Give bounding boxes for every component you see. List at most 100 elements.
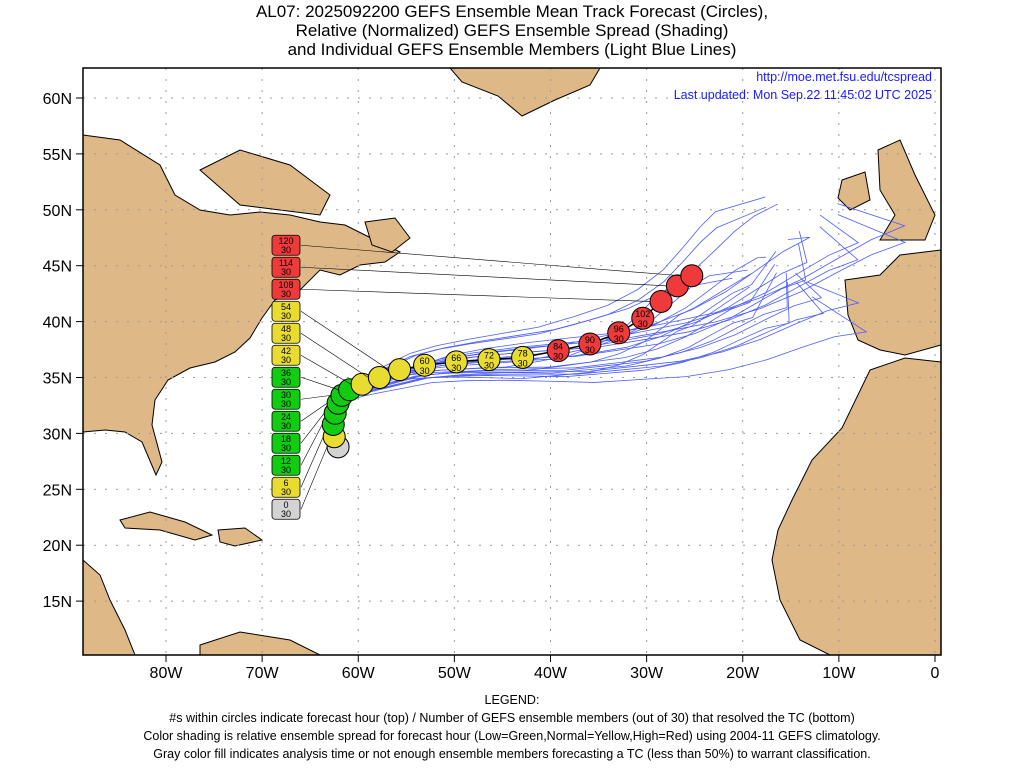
forecast-circle <box>367 366 391 389</box>
callout-swatch <box>271 476 301 498</box>
ensemble-member-line <box>330 269 748 448</box>
forecast-circle-fill <box>511 345 535 369</box>
member-count-label: 30 <box>553 352 563 362</box>
africa-land <box>771 357 941 655</box>
grid-lines <box>83 68 941 655</box>
lon-tick-label: 30W <box>630 665 664 682</box>
hispaniola-land <box>217 527 264 547</box>
axis-ticks: 80W 70W 60W 50W 40W 30W 20W 10W 0 60N 55N 50N 45N 40N… <box>43 91 940 682</box>
labrador-land <box>199 149 331 216</box>
member-count-label: 30 <box>281 377 291 387</box>
forecast-hour-label: 114 <box>279 258 293 268</box>
callout-leader-line <box>300 402 328 422</box>
callout-leader-line <box>300 354 352 385</box>
callout-leader-line <box>300 310 389 370</box>
callout-swatch <box>271 256 301 278</box>
forecast-hour-label: 102 <box>635 309 650 319</box>
forecast-circle-fill <box>413 353 437 377</box>
ensemble-member-line <box>335 231 808 447</box>
lat-tick-label: 25N <box>43 482 72 499</box>
callout-leader-line <box>300 395 331 400</box>
callout-swatch <box>271 388 301 410</box>
ensemble-member-line <box>332 281 860 447</box>
forecast-circle-callout: 48 30 <box>271 322 369 378</box>
lat-tick-label: 30N <box>43 426 72 443</box>
forecast-circle-callout: 12 30 <box>271 424 323 476</box>
member-count-label: 30 <box>614 334 624 344</box>
last-updated: Last updated: Mon Sep.22 11:45:02 UTC 20… <box>673 88 932 102</box>
member-count-label: 30 <box>585 345 595 355</box>
forecast-hour-label: 120 <box>278 236 293 246</box>
lat-tick-label: 45N <box>43 259 72 276</box>
forecast-hour-label: 60 <box>420 356 430 366</box>
callout-leader-line <box>300 266 667 287</box>
member-count-label: 30 <box>281 355 291 365</box>
lat-tick-label: 60N <box>43 91 72 108</box>
forecast-hour-label: 12 <box>281 456 291 466</box>
callout-swatch <box>271 432 301 454</box>
member-count-label: 30 <box>518 358 528 368</box>
member-count-label: 30 <box>281 399 291 409</box>
forecast-hour-label: 54 <box>281 302 291 312</box>
member-count-label: 30 <box>281 289 291 299</box>
lat-tick-label: 55N <box>43 147 72 164</box>
callout-leader-line <box>300 446 328 510</box>
member-count-label: 30 <box>484 361 494 371</box>
title-line-1: AL07: 2025092200 GEFS Ensemble Mean Trac… <box>255 2 769 21</box>
lat-tick-label: 40N <box>43 315 72 332</box>
lon-tick-label: 60W <box>342 665 376 682</box>
central-america-land <box>83 559 136 655</box>
member-count-label: 30 <box>281 487 291 497</box>
lon-tick-label: 70W <box>246 665 280 682</box>
forecast-circle <box>680 264 704 288</box>
south-america-land <box>199 631 321 655</box>
forecast-hour-label: 36 <box>281 368 291 378</box>
callout-swatch <box>271 278 301 300</box>
lon-tick-label: 20W <box>726 665 760 682</box>
forecast-hour-label: 18 <box>281 434 291 444</box>
forecast-hour-label: 84 <box>553 342 563 352</box>
forecast-hour-label: 24 <box>281 412 291 422</box>
source-url[interactable]: http://moe.met.fsu.edu/tcspread <box>756 70 932 84</box>
callout-leader-line <box>300 376 339 391</box>
forecast-circle-callout: 630 <box>271 436 324 498</box>
forecast-hour-label: 78 <box>518 348 528 358</box>
forecast-hour-label: 42 <box>281 346 291 356</box>
forecast-hour-label: 90 <box>585 335 595 345</box>
callout-swatch <box>271 234 301 256</box>
callout-leader-line <box>300 288 651 302</box>
lon-tick-label: 50W <box>438 665 472 682</box>
forecast-hour-label: 48 <box>281 324 291 334</box>
legend-line-1: #s within circles indicate forecast hour… <box>169 711 855 725</box>
cuba-land <box>119 511 214 541</box>
callout-swatch <box>271 410 301 432</box>
member-count-label: 30 <box>281 245 291 255</box>
callout-swatch <box>271 344 301 366</box>
member-count-label: 30 <box>281 311 291 321</box>
greenland-land <box>449 68 601 117</box>
forecast-circle-fill <box>477 348 501 372</box>
title-line-3: and Individual GEFS Ensemble Members (Li… <box>287 40 737 59</box>
callout-swatch <box>271 498 301 520</box>
lon-tick-label: 80W <box>150 665 184 682</box>
member-count-label: 30 <box>281 267 291 277</box>
forecast-circle-fill <box>649 289 673 313</box>
forecast-hour-label: 6 <box>283 478 288 488</box>
callout-leader-line <box>300 332 369 378</box>
callout-swatch <box>271 454 301 476</box>
lat-tick-label: 15N <box>43 594 72 611</box>
forecast-hour-label: 108 <box>278 280 293 290</box>
lat-tick-label: 20N <box>43 538 72 555</box>
member-count-label: 30 <box>281 421 291 431</box>
